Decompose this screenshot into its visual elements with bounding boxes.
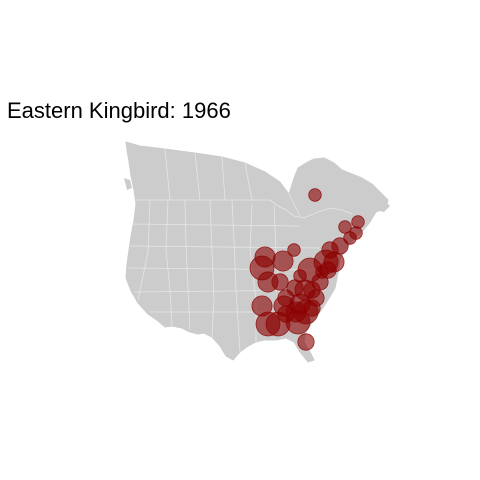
state-border-h3 — [127, 267, 331, 271]
observation-marker — [249, 255, 275, 281]
state-border-h1 — [131, 223, 301, 227]
observation-marker — [351, 215, 365, 229]
observation-marker — [308, 188, 322, 202]
us-canada-border — [133, 199, 353, 219]
state-border-v2 — [165, 199, 173, 327]
province-border-2 — [194, 152, 201, 201]
observation-marker — [287, 243, 301, 257]
newfoundland — [374, 198, 390, 212]
state-border-v3 — [184, 199, 191, 331]
province-border-4 — [244, 162, 253, 201]
observation-marker — [297, 333, 315, 351]
province-border-1 — [164, 148, 171, 201]
observation-marker — [338, 220, 352, 234]
state-border-v5 — [231, 199, 241, 353]
province-border-5 — [288, 193, 301, 217]
observation-marker — [289, 293, 311, 315]
province-border-3 — [221, 156, 226, 201]
map-title: Eastern Kingbird: 1966 — [7, 98, 231, 123]
observation-marker — [272, 250, 294, 272]
vancouver-island — [124, 178, 132, 190]
markers-layer — [249, 188, 365, 351]
observation-marker — [251, 295, 273, 317]
observation-marker — [331, 237, 349, 255]
state-border-v1 — [137, 199, 151, 301]
observation-marker — [319, 261, 337, 279]
